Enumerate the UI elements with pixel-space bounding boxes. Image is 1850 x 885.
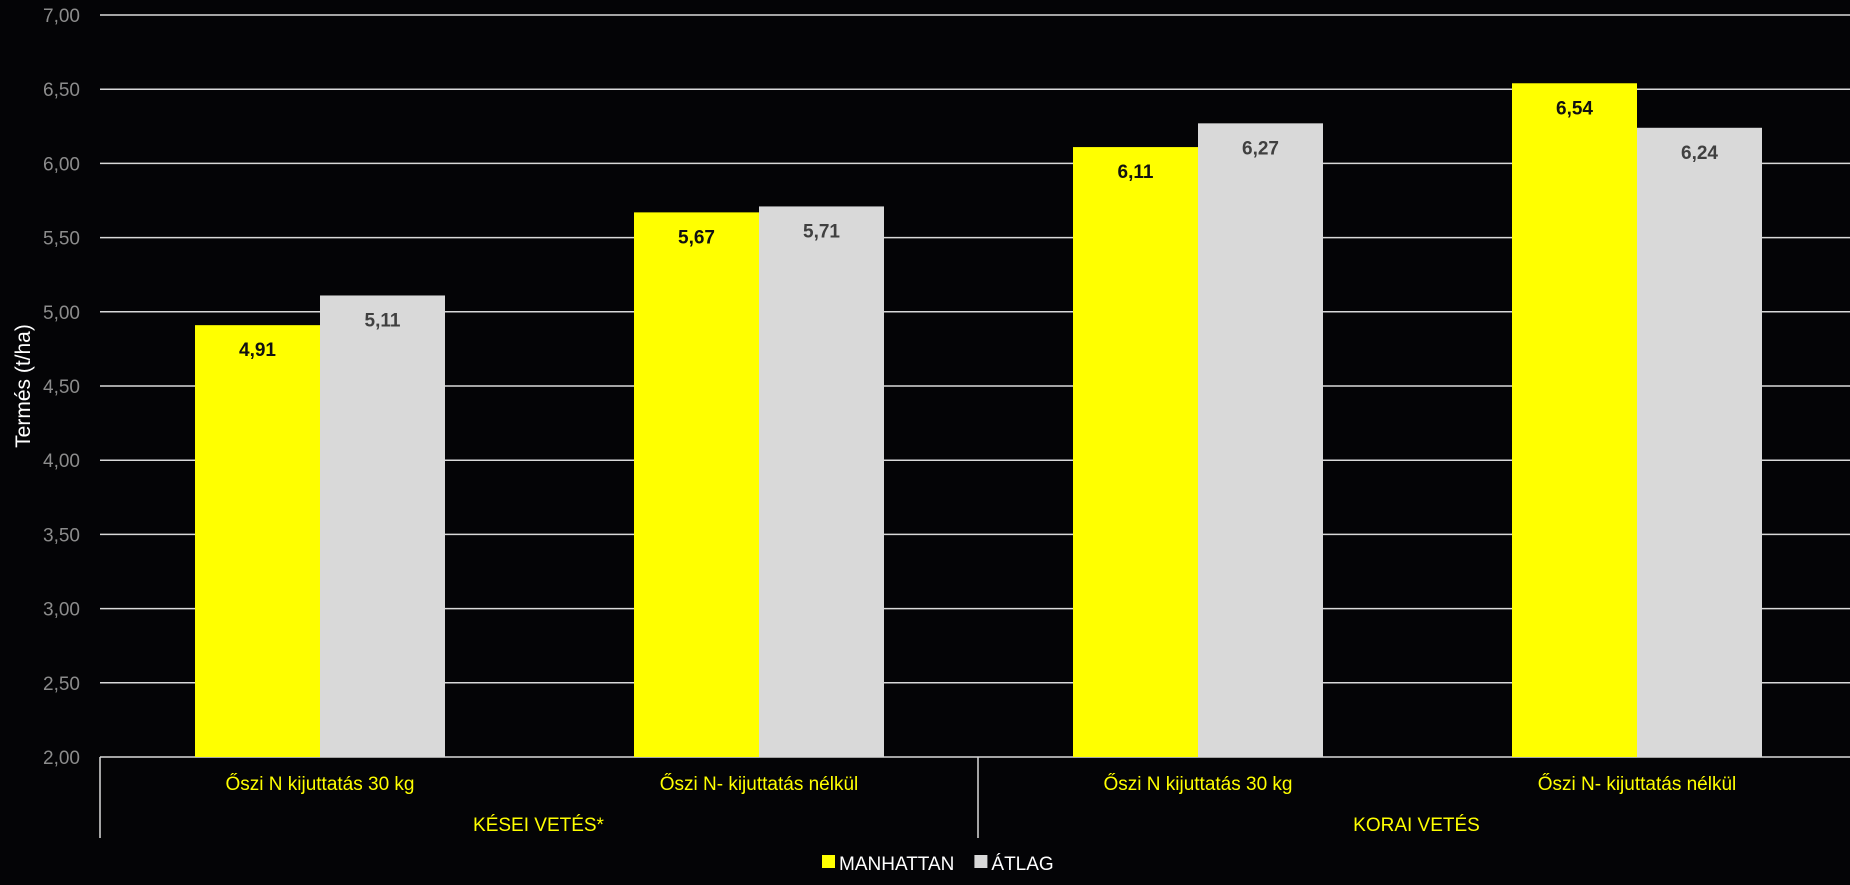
data-label: 5,71	[803, 221, 840, 242]
data-label: 5,67	[678, 227, 715, 248]
legend-swatch	[822, 855, 835, 868]
category-label: Őszi N kijuttatás 30 kg	[225, 773, 414, 795]
y-tick-label: 3,00	[43, 600, 80, 621]
bar	[1637, 127, 1762, 757]
y-axis-label: Termés (t/ha)	[12, 324, 35, 448]
y-tick-label: 7,00	[43, 6, 80, 27]
x-axis: Őszi N kijuttatás 30 kg Őszi N- kijuttatá…	[99, 757, 1737, 838]
bar	[1073, 147, 1198, 758]
bar	[634, 212, 759, 757]
group-label: KÉSEI VETÉS*	[473, 815, 605, 836]
bar	[1198, 123, 1323, 757]
legend: MANHATTAN ÁTLAG	[822, 854, 1054, 875]
bar	[759, 206, 884, 757]
y-tick-label: 3,50	[43, 525, 80, 546]
legend-swatch	[974, 855, 988, 868]
bar	[195, 325, 320, 757]
data-label: 6,54	[1556, 98, 1593, 119]
category-label: Őszi N- kijuttatás nélkül	[1538, 773, 1737, 795]
y-tick-label: 6,00	[43, 154, 80, 175]
y-tick-label: 4,50	[43, 377, 80, 398]
group-label: KORAI VETÉS	[1353, 815, 1480, 836]
bar	[1512, 83, 1637, 758]
bar	[320, 295, 445, 757]
y-tick-label: 6,50	[43, 80, 80, 101]
data-label: 6,27	[1242, 138, 1279, 159]
legend-entry: ÁTLAG	[991, 854, 1053, 875]
data-labels: 4,91 5,11 5,67 5,71 6,11 6,27 6,54 6,24	[239, 98, 1718, 361]
category-label: Őszi N- kijuttatás nélkül	[660, 773, 859, 795]
y-tick-label: 4,00	[43, 451, 80, 472]
legend-entry: MANHATTAN	[839, 854, 954, 875]
y-tick-label: 2,00	[43, 748, 80, 769]
y-axis-ticks: 2,00 2,50 3,00 3,50 4,00 4,50 5,00 5,50 6,00 6,50…	[43, 6, 80, 769]
y-tick-label: 5,50	[43, 229, 80, 250]
y-tick-label: 5,00	[43, 303, 80, 324]
data-label: 6,24	[1681, 143, 1718, 164]
y-tick-label: 2,50	[43, 674, 80, 695]
data-label: 5,11	[365, 310, 401, 331]
data-label: 4,91	[239, 340, 276, 361]
data-label: 6,11	[1118, 162, 1154, 183]
category-label: Őszi N kijuttatás 30 kg	[1103, 773, 1292, 795]
bars	[195, 83, 1762, 758]
